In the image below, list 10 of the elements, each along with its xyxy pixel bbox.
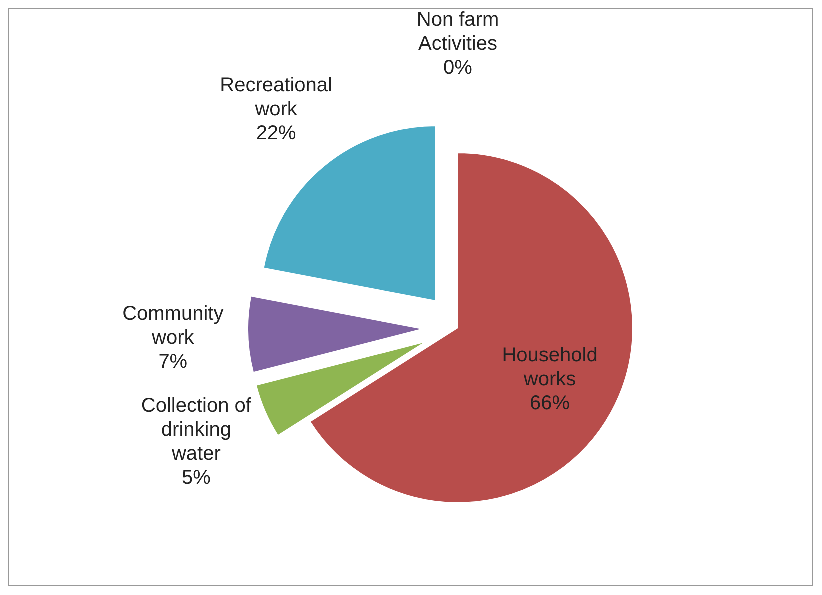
data-label: 66% <box>530 392 570 415</box>
data-label: 5% <box>182 467 212 490</box>
slice-label: Household works <box>502 344 598 391</box>
slice-label: Recreational work <box>220 74 332 120</box>
slice-label: Collection of drinking water <box>141 395 252 466</box>
category-label: Non farm Activities <box>416 9 500 55</box>
data-label: 7% <box>158 350 188 373</box>
data-label: 22% <box>256 122 297 144</box>
slice-label: Community work <box>122 302 224 349</box>
text: 0% <box>444 57 472 79</box>
